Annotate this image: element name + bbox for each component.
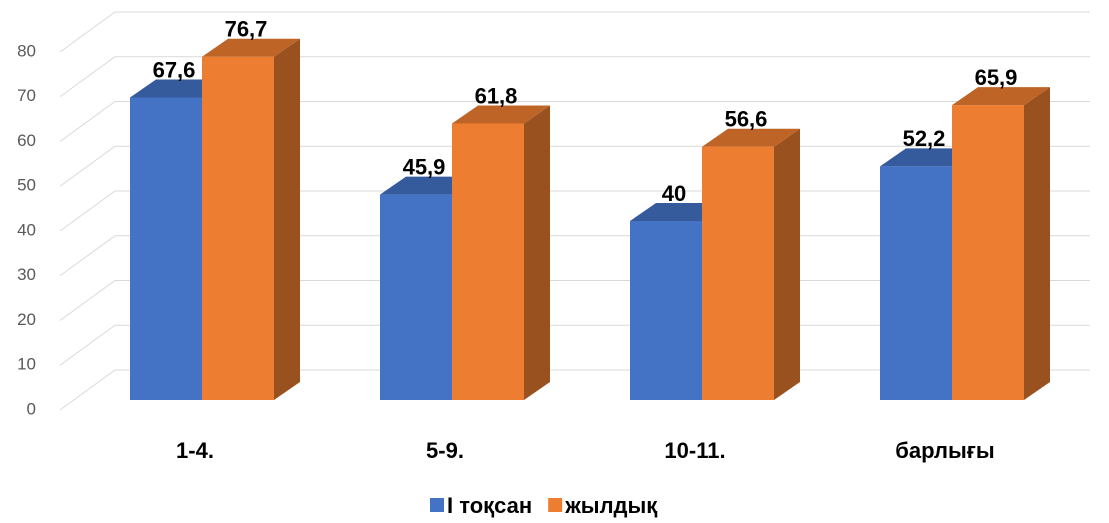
y-tick-label: 50 <box>17 176 36 195</box>
bar-top <box>452 105 550 124</box>
legend-swatch <box>548 498 563 512</box>
y-tick-label: 40 <box>17 220 36 239</box>
bar-top <box>702 128 800 147</box>
y-tick-label: 20 <box>17 310 36 329</box>
grid-line <box>59 101 1090 142</box>
data-label: 67,6 <box>153 57 196 82</box>
x-tick-label: барлығы <box>895 438 994 463</box>
bar <box>880 166 952 400</box>
bar-side <box>274 38 300 400</box>
bar <box>130 97 202 401</box>
data-label: 56,6 <box>725 107 768 132</box>
data-label: 45,9 <box>403 154 446 179</box>
bar <box>952 105 1024 400</box>
grid-line <box>59 11 1090 53</box>
legend-label: жылдық <box>564 493 658 518</box>
legend-label: І тоқсан <box>447 493 532 518</box>
bar-top <box>952 87 1050 106</box>
bar-top <box>202 38 300 57</box>
bar <box>202 56 274 400</box>
bar <box>452 123 524 400</box>
bar-side <box>774 128 800 400</box>
data-label: 61,8 <box>475 83 518 108</box>
x-tick-label: 10-11. <box>664 438 725 463</box>
x-tick-label: 5-9. <box>426 438 464 463</box>
y-tick-label: 0 <box>27 399 36 418</box>
data-label: 65,9 <box>975 65 1018 90</box>
y-tick-label: 70 <box>17 86 36 105</box>
y-tick-label: 80 <box>17 41 36 60</box>
bar-side <box>1024 87 1050 400</box>
data-label: 40 <box>662 181 686 206</box>
legend-swatch <box>430 498 444 512</box>
bar <box>380 194 452 400</box>
data-label: 52,2 <box>903 126 946 151</box>
x-tick-label: 1-4. <box>176 438 214 463</box>
y-tick-label: 10 <box>17 355 36 374</box>
grid-line <box>59 56 1090 98</box>
y-tick-label: 60 <box>17 131 36 150</box>
bar <box>702 146 774 400</box>
bar <box>630 221 702 400</box>
data-label: 76,7 <box>225 17 268 42</box>
y-tick-label: 30 <box>17 265 36 284</box>
bar-side <box>524 105 550 400</box>
